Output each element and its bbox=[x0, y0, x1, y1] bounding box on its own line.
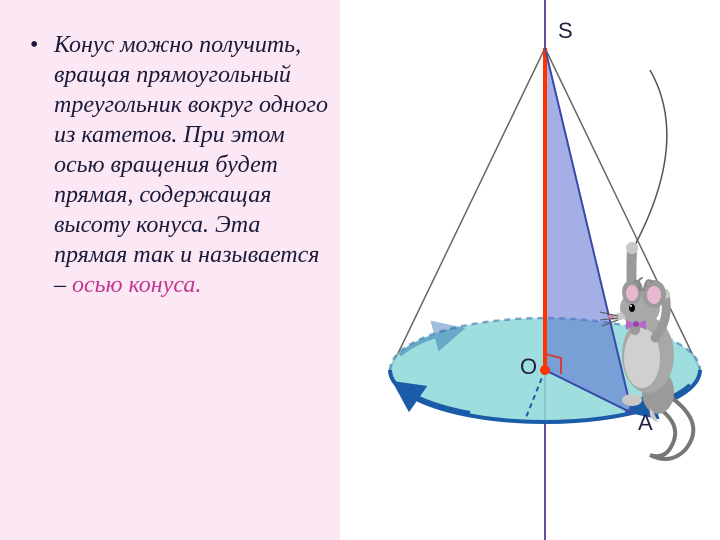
main-text: Конус можно получить, вращая прямоугольн… bbox=[54, 32, 328, 298]
highlight-text: осью конуса. bbox=[72, 272, 201, 298]
center-dot bbox=[540, 365, 550, 375]
diagram-panel: S O A bbox=[340, 0, 720, 540]
label-base-point: A bbox=[638, 410, 653, 435]
label-center: O bbox=[520, 354, 537, 379]
text-panel: Конус можно получить, вращая прямоугольн… bbox=[0, 0, 340, 540]
cone-diagram: S O A bbox=[340, 0, 720, 540]
bullet-text: Конус можно получить, вращая прямоугольн… bbox=[30, 30, 330, 300]
label-apex: S bbox=[558, 18, 573, 43]
pull-string bbox=[635, 70, 667, 245]
